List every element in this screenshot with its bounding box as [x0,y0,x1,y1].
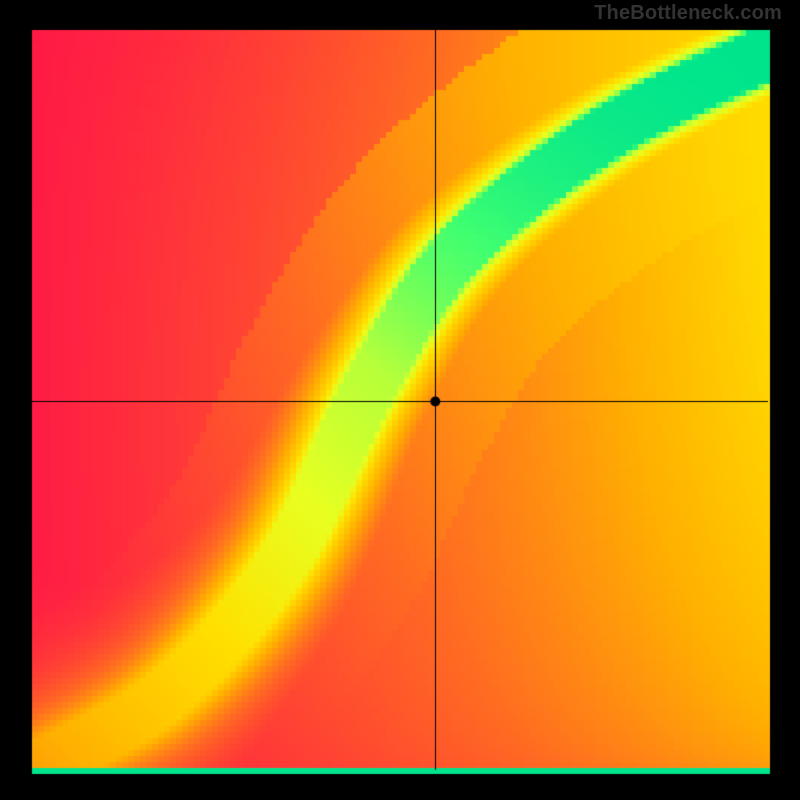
bottleneck-heatmap [0,0,800,800]
chart-frame: { "attribution": { "text": "TheBottlenec… [0,0,800,800]
attribution-text: TheBottleneck.com [594,2,782,25]
